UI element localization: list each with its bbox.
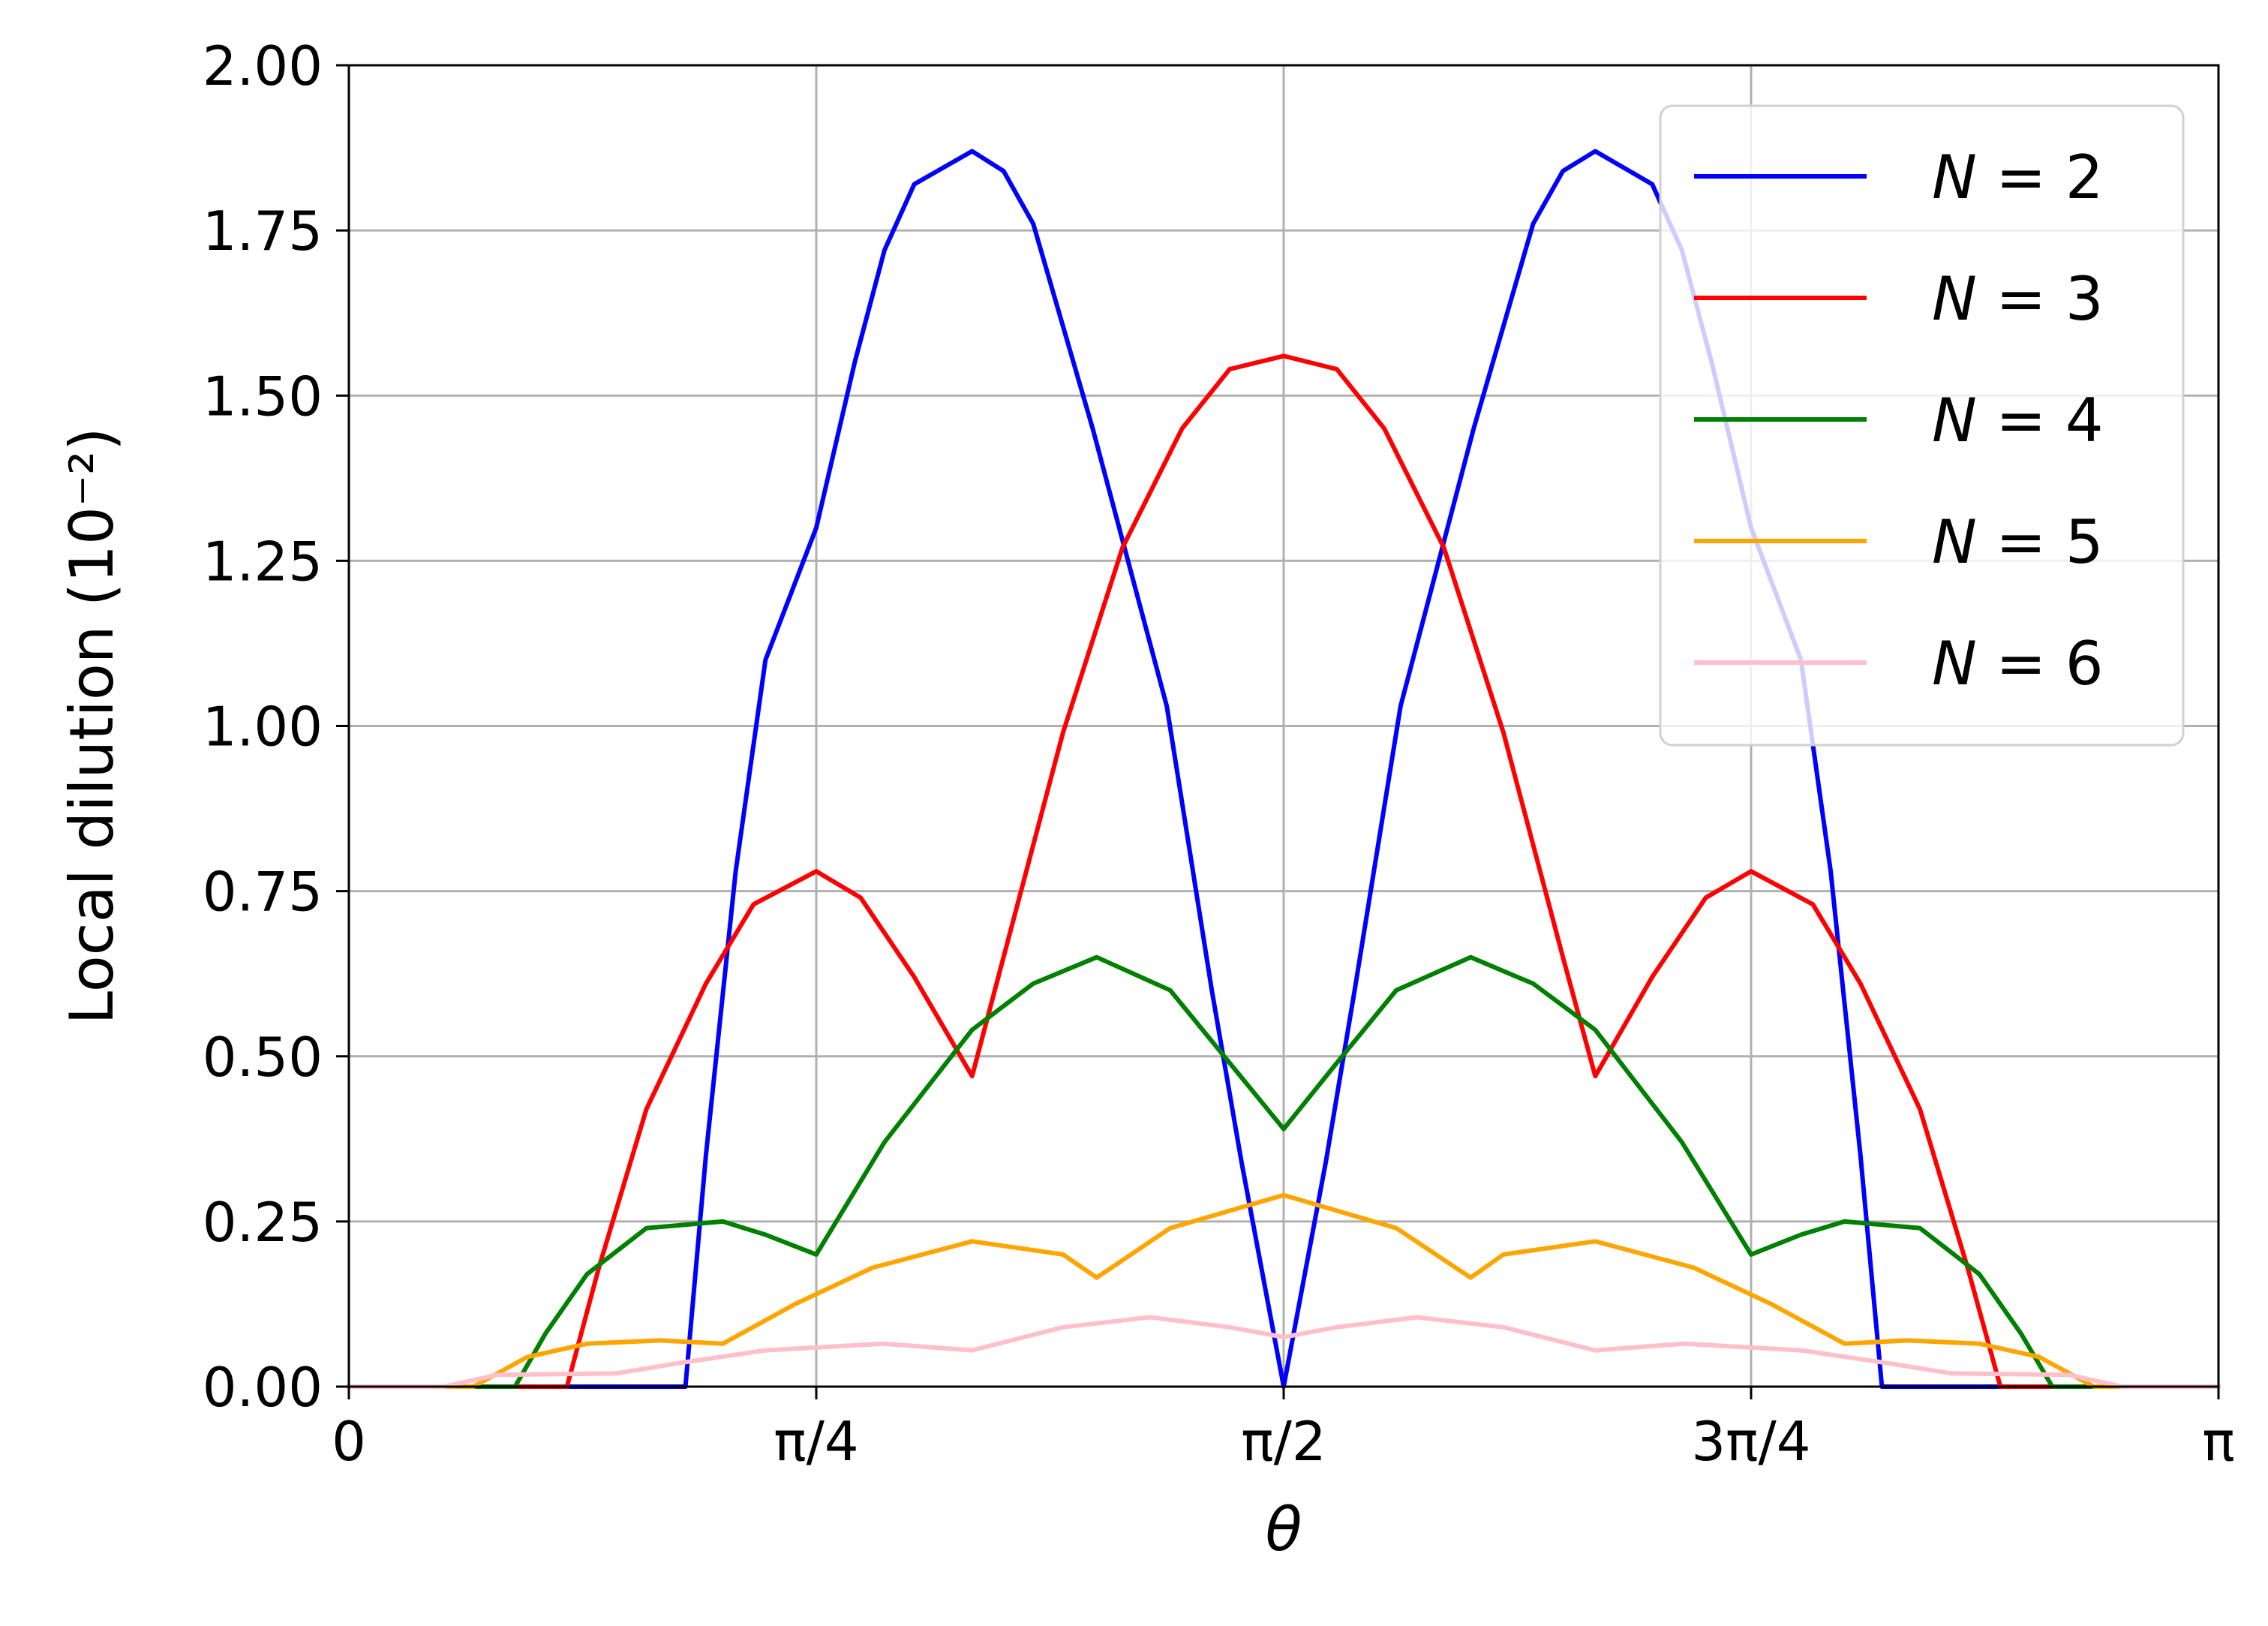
y-tick-label: 2.00: [203, 35, 323, 98]
legend-item-n3: N = 3: [1694, 264, 2104, 334]
y-tick-label: 1.75: [203, 200, 323, 263]
y-tick-label: 0.50: [203, 1026, 323, 1089]
y-axis-label: Local dilution (10⁻²): [57, 428, 127, 1025]
legend-label: N = 6: [1932, 629, 2104, 699]
legend-label: N = 4: [1932, 386, 2104, 455]
y-tick-label: 0.25: [203, 1191, 323, 1254]
y-tick-label: 1.00: [203, 696, 323, 759]
y-tick-label: 0.00: [203, 1356, 323, 1419]
series-line-n6: [347, 1315, 2221, 1389]
legend-label: N = 2: [1932, 143, 2104, 212]
legend-label: N = 5: [1932, 507, 2104, 577]
x-tick-label: π/4: [774, 1410, 858, 1473]
legend-item-n6: N = 6: [1694, 629, 2104, 699]
y-tick-label: 1.50: [203, 365, 323, 428]
legend-item-n4: N = 4: [1694, 386, 2104, 455]
x-tick-label: π/2: [1241, 1410, 1326, 1473]
y-tick-label: 0.75: [203, 861, 323, 924]
series-line-n5: [347, 1192, 2221, 1389]
legend-item-n5: N = 5: [1694, 507, 2104, 577]
x-tick-label: 3π/4: [1691, 1410, 1810, 1473]
axis-ticks: 0 π/4 π/2 3π/4 π 0.00 0.25 0.50 0.75 1.00 1.25 1.50…: [203, 35, 2235, 1473]
x-axis-label: θ: [1266, 1495, 1302, 1564]
legend-item-n2: N = 2: [1694, 143, 2104, 212]
y-tick-label: 1.25: [203, 530, 323, 593]
legend-label: N = 3: [1932, 264, 2104, 334]
series-line-n4: [347, 954, 2221, 1389]
x-tick-label: π: [2202, 1410, 2234, 1473]
legend: N = 2 N = 3 N = 4 N = 5 N = 6: [1659, 104, 2185, 747]
series-line-n3: [347, 353, 2221, 1389]
legend-box: [1659, 104, 2185, 747]
x-tick-label: 0: [332, 1410, 366, 1473]
